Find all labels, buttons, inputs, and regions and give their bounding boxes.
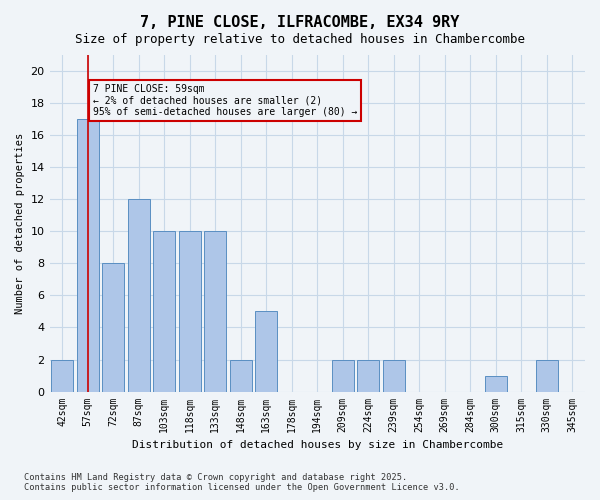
Text: 7, PINE CLOSE, ILFRACOMBE, EX34 9RY: 7, PINE CLOSE, ILFRACOMBE, EX34 9RY [140,15,460,30]
Text: 7 PINE CLOSE: 59sqm
← 2% of detached houses are smaller (2)
95% of semi-detached: 7 PINE CLOSE: 59sqm ← 2% of detached hou… [93,84,357,117]
Bar [256,312,277,392]
Bar [536,360,557,392]
Bar [179,232,200,392]
Bar [332,360,353,392]
Bar [383,360,404,392]
Bar [103,264,124,392]
Text: Contains HM Land Registry data © Crown copyright and database right 2025.
Contai: Contains HM Land Registry data © Crown c… [24,473,460,492]
Bar [154,232,175,392]
Y-axis label: Number of detached properties: Number of detached properties [15,132,25,314]
X-axis label: Distribution of detached houses by size in Chambercombe: Distribution of detached houses by size … [131,440,503,450]
Bar [52,360,73,392]
Bar [358,360,379,392]
Bar [128,199,149,392]
Bar [77,119,98,392]
Bar [485,376,506,392]
Bar [230,360,251,392]
Bar [205,232,226,392]
Text: Size of property relative to detached houses in Chambercombe: Size of property relative to detached ho… [75,32,525,46]
